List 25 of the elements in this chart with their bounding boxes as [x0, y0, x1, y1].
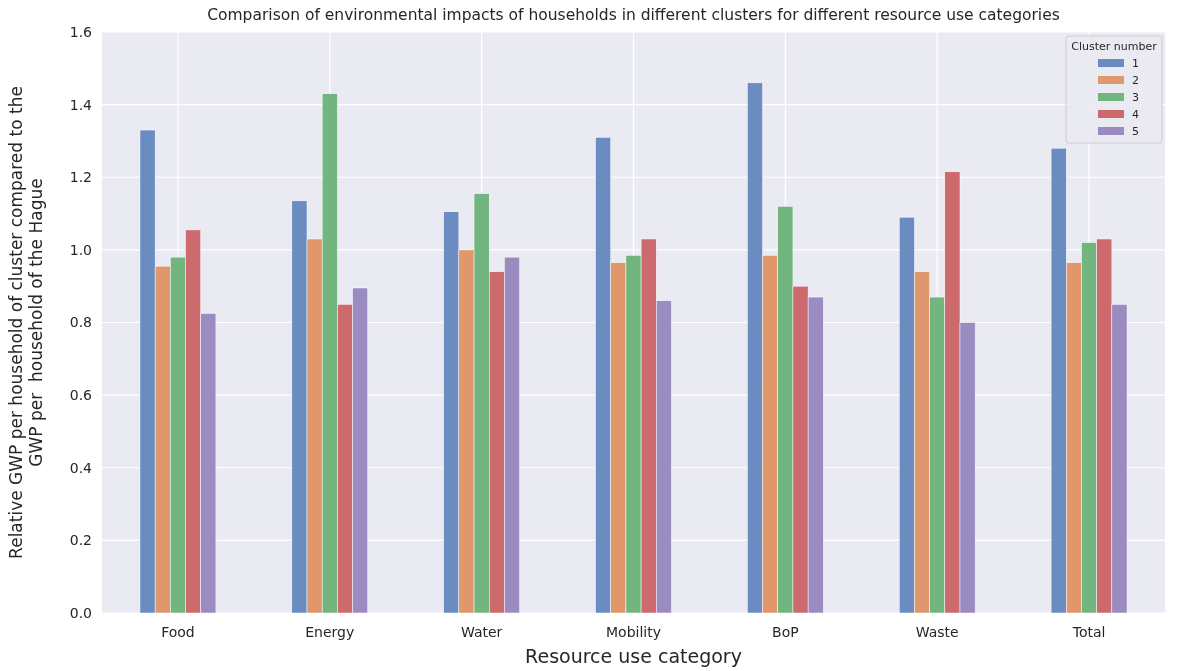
legend-label: 1: [1132, 56, 1139, 70]
y-tick-label: 0.6: [69, 387, 93, 404]
x-axis-title: Resource use category: [525, 645, 742, 667]
y-tick-label: 1.6: [69, 23, 93, 40]
y-tick-label: 0.8: [69, 314, 92, 331]
legend-label: 2: [1132, 73, 1139, 87]
y-tick-label: 0.2: [69, 532, 92, 549]
chart-title: Comparison of environmental impacts of households in different clusters for different resource use categories: [207, 6, 1060, 24]
y-tick-label: 1.0: [69, 241, 92, 258]
legend-label: 5: [1132, 124, 1139, 138]
legend-title: Cluster number: [1071, 40, 1158, 53]
x-tick-label: BoP: [772, 624, 799, 640]
y-tick-label: 0.4: [69, 459, 93, 476]
x-tick-label: Mobility: [606, 624, 661, 640]
x-tick-label: Water: [460, 624, 503, 640]
y-tick-label: 0.0: [69, 604, 92, 621]
legend-label: 3: [1132, 90, 1139, 104]
x-tick-label: Food: [161, 624, 195, 640]
legend-label: 4: [1132, 107, 1139, 121]
y-axis-title: Relative GWP per household of cluster compared to the GWP per household of the Hague: [6, 86, 46, 559]
y-tick-label: 1.2: [69, 169, 92, 186]
x-tick-label: Waste: [915, 624, 959, 640]
x-tick-label: Total: [1071, 624, 1106, 640]
x-tick-label: Energy: [305, 624, 355, 640]
y-tick-label: 1.4: [69, 96, 93, 113]
